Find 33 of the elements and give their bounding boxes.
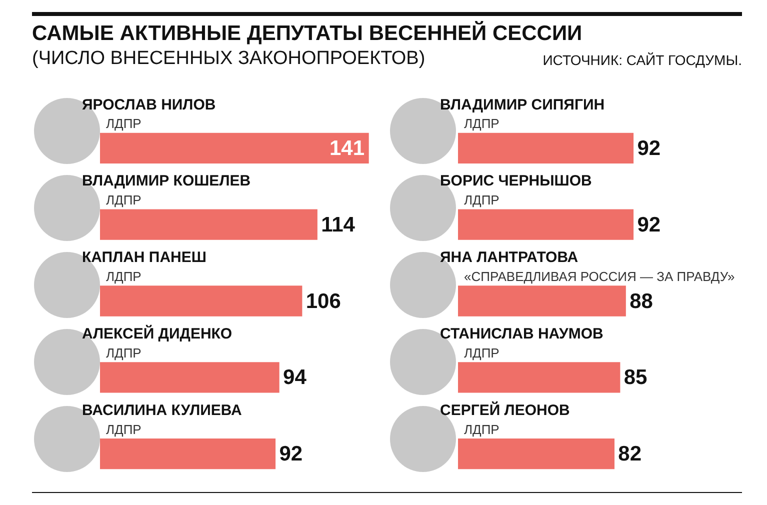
y-tick-label: БОРИС ЧЕРНЫШОВ	[440, 172, 592, 190]
y-tick-label: ВЛАДИМИР СИПЯГИН	[440, 96, 605, 114]
y-tick-label: СТАНИСЛАВ НАУМОВ	[440, 326, 604, 343]
annotation: «СПРАВЕДЛИВАЯ РОССИЯ — ЗА ПРАВДУ»	[464, 269, 735, 284]
y-tick-label: ЯНА ЛАНТРАТОВА	[440, 249, 578, 266]
annotation: ЛДПР	[464, 422, 500, 437]
text: ИСТОЧНИК: САЙТ ГОСДУМЫ.	[542, 52, 742, 68]
data-label: 141	[329, 136, 365, 160]
data-label: 85	[624, 366, 648, 390]
data-label: 88	[630, 290, 654, 313]
data-label: 82	[618, 442, 642, 466]
data-label: 94	[283, 366, 307, 390]
y-tick-label: ВАСИЛИНА КУЛИЕВА	[82, 402, 242, 419]
data-label: 92	[637, 213, 661, 236]
annotation: ЛДПР	[464, 345, 500, 360]
y-tick-label: КАПЛАН ПАНЕШ	[82, 249, 206, 266]
annotation: ЛДПР	[106, 116, 142, 132]
y-tick-label: ЯРОСЛАВ НИЛОВ	[82, 96, 216, 114]
annotation: ЛДПР	[106, 269, 142, 284]
annotation: ЛДПР	[106, 345, 142, 360]
data-label: 92	[637, 136, 661, 160]
y-tick-label: АЛЕКСЕЙ ДИДЕНКО	[82, 324, 232, 343]
data-label: 106	[306, 290, 341, 313]
annotation: ЛДПР	[106, 422, 142, 437]
data-label: 114	[321, 213, 356, 236]
annotation: ЛДПР	[464, 192, 500, 208]
y-tick-label: ВЛАДИМИР КОШЕЛЕВ	[82, 172, 251, 190]
chart-title: САМЫЕ АКТИВНЫЕ ДЕПУТАТЫ ВЕСЕННЕЙ СЕССИИ	[32, 22, 582, 46]
y-tick-label: СЕРГЕЙ ЛЕОНОВ	[440, 400, 570, 419]
chart-subtitle: (ЧИСЛО ВНЕСЕННЫХ ЗАКОНОПРОЕКТОВ)	[32, 48, 426, 70]
annotation: ЛДПР	[106, 192, 142, 208]
data-label: 92	[279, 442, 303, 466]
annotation: ЛДПР	[464, 116, 500, 132]
